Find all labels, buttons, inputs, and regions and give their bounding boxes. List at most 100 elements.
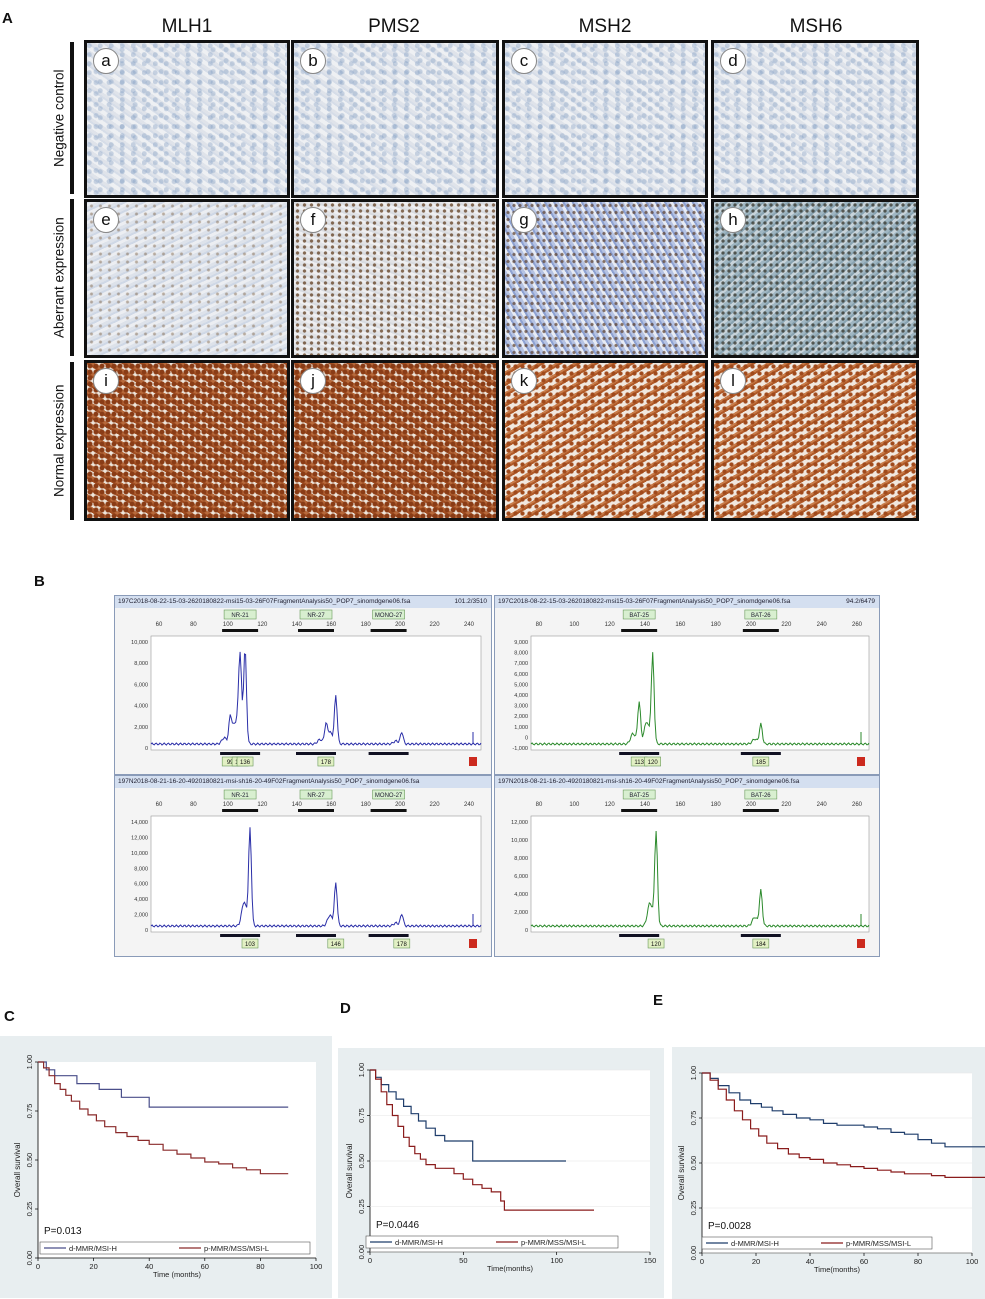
x-tick-label: 160 (326, 622, 337, 628)
end-marker (469, 939, 477, 948)
x-tick-label: 0 (36, 1262, 40, 1271)
p-value-label: P=0.013 (44, 1226, 82, 1237)
y-tick-label: 0.50 (25, 1153, 34, 1168)
row-bar-negative (70, 42, 74, 194)
x-tick-label: 240 (464, 802, 475, 808)
marker-label: NR-21 (231, 793, 249, 799)
x-tick-label: 200 (395, 622, 406, 628)
tile-letter: i (93, 368, 119, 394)
y-axis-title: Overall survival (13, 1142, 22, 1197)
km-chart-d: 0.00 0.25 0.50 0.75 1.00 0 50 100 150 Time(months… (345, 1063, 656, 1273)
y-tick-label: 8,000 (514, 856, 528, 862)
tile-letter: j (300, 368, 326, 394)
bin-label: 178 (321, 760, 332, 766)
legend-box (365, 1235, 619, 1249)
marker-bar (222, 629, 259, 632)
x-tick-label: 0 (700, 1257, 704, 1266)
y-tick-label: 0.75 (25, 1104, 34, 1119)
panel-label-b: B (34, 573, 45, 590)
trace-line (150, 827, 482, 928)
survival-curve (38, 1061, 289, 1175)
marker-bar (621, 629, 658, 632)
legend-label: d-MMR/MSI-H (731, 1239, 779, 1248)
tile-letter: b (300, 48, 326, 74)
bin-label: 178 (397, 942, 408, 948)
x-tick-label: 100 (223, 622, 234, 628)
x-tick-label: 40 (145, 1262, 153, 1271)
ihc-tile-g: g (502, 199, 708, 358)
x-tick-label: 200 (395, 802, 406, 808)
end-marker (857, 939, 865, 948)
y-tick-label: 2,000 (514, 714, 528, 720)
end-marker (469, 757, 477, 766)
p-value-label: P=0.0446 (376, 1220, 420, 1231)
x-tick-label: 80 (914, 1257, 922, 1266)
survival-curve (370, 1069, 594, 1211)
y-tick-label: 10,000 (131, 851, 148, 857)
marker-box (744, 789, 778, 800)
y-tick-label: 1.00 (689, 1066, 698, 1081)
marker-bar (621, 809, 658, 812)
y-tick-label: 9,000 (514, 640, 528, 646)
bin-box (644, 756, 661, 767)
y-tick-label: 0.50 (357, 1154, 366, 1169)
y-tick-label: 0 (145, 746, 148, 752)
panel-label-a: A (2, 10, 13, 27)
marker-box (299, 609, 333, 620)
x-tick-label: 80 (190, 802, 197, 808)
electropherogram-title: 197N2018-08-21-16-20-49201808​21-msi-sh1… (115, 776, 491, 788)
x-axis-title: Time(months) (814, 1265, 860, 1274)
marker-label: BAT-26 (751, 613, 771, 619)
x-tick-label: 100 (223, 802, 234, 808)
legend-box (39, 1241, 311, 1255)
x-tick-label: 140 (640, 802, 651, 808)
bin-bar (619, 934, 660, 937)
y-tick-label: 0 (525, 735, 528, 741)
y-tick-label: 6,000 (514, 672, 528, 678)
bin-label: 185 (756, 760, 767, 766)
x-tick-label: 100 (310, 1262, 323, 1271)
column-header-mlh1: MLH1 (161, 16, 213, 37)
x-tick-label: 160 (326, 802, 337, 808)
bin-box (317, 756, 335, 767)
ihc-tile-c: c (502, 40, 708, 198)
km-chart-e: 0.00 0.25 0.50 0.75 1.00 0 20 40 60 80 100 Time(mon… (677, 1066, 985, 1274)
x-tick-label: 120 (605, 802, 616, 808)
plot-area (150, 815, 482, 933)
x-tick-label: 140 (640, 622, 651, 628)
ihc-tile-h: h (711, 199, 919, 358)
row-bar-normal (70, 362, 74, 520)
x-tick-label: 100 (966, 1257, 979, 1266)
x-tick-label: 180 (711, 802, 722, 808)
x-tick-label: 120 (257, 802, 268, 808)
x-tick-label: 80 (190, 622, 197, 628)
row-bar-aberrant (70, 199, 74, 356)
tile-letter: f (300, 207, 326, 233)
x-tick-label: 260 (852, 802, 863, 808)
y-tick-label: 12,000 (511, 820, 528, 826)
bin-label: 103 (245, 942, 256, 948)
bin-bar (740, 934, 781, 937)
p-value-label: P=0.0028 (708, 1221, 752, 1232)
column-header-msh6: MSH6 (789, 16, 843, 37)
y-tick-label: 0.50 (689, 1156, 698, 1171)
x-tick-label: 200 (746, 802, 757, 808)
y-tick-label: 6,000 (514, 874, 528, 880)
bin-box (236, 756, 254, 767)
bin-label: 136 (240, 760, 251, 766)
electropherogram-3: 197N2018-08-21-16-20-49201808​21-msi-sh1… (114, 775, 492, 957)
legend-label: d-MMR/MSI-H (395, 1238, 443, 1247)
x-tick-label: 80 (256, 1262, 264, 1271)
bin-label: 120 (648, 760, 659, 766)
bin-bar (740, 752, 781, 755)
survival-curve (702, 1072, 985, 1148)
marker-label: BAT-26 (751, 793, 771, 799)
x-tick-label: 180 (361, 622, 372, 628)
tile-letter: d (720, 48, 746, 74)
x-tick-label: 160 (675, 802, 686, 808)
marker-box (223, 789, 257, 800)
tile-letter: h (720, 207, 746, 233)
y-tick-label: 10,000 (511, 838, 528, 844)
bin-label: 113 (634, 760, 644, 766)
panel-label-d: D (340, 1000, 351, 1017)
